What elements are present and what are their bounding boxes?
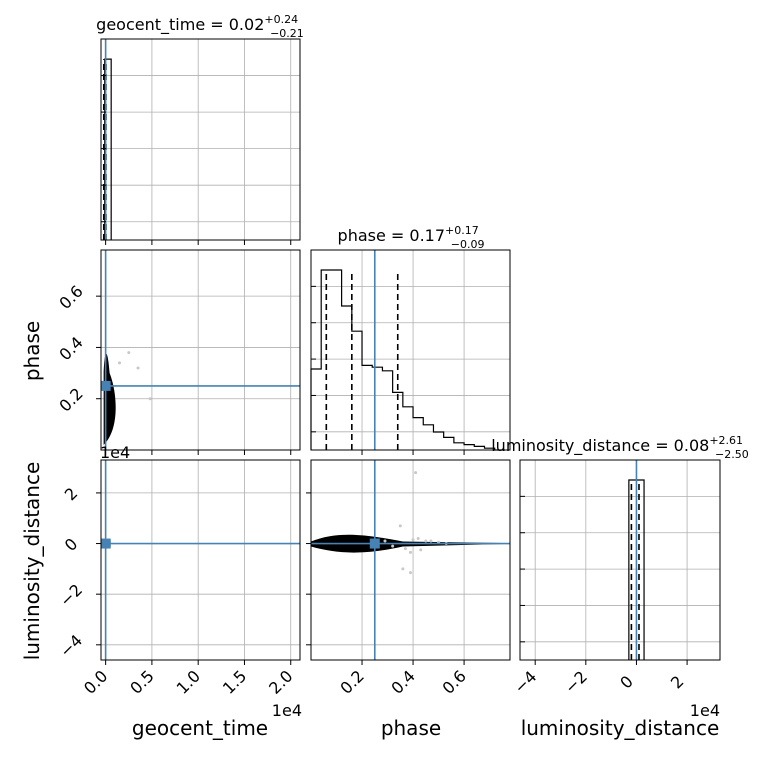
ytick-label-phase: 0.6: [55, 282, 86, 313]
grid-geocent_time-geocent_time: [101, 39, 300, 240]
xtick-label-luminosity_distance: −2: [561, 667, 591, 697]
xtick-label-geocent_time: 1.5: [219, 666, 250, 697]
sample-point: [419, 548, 423, 552]
sample-point: [391, 544, 395, 548]
offset-luminosity-distance-y: 1e4: [100, 443, 130, 462]
sample-point: [429, 539, 433, 543]
xlabel-geocent-time: geocent_time: [132, 716, 268, 740]
sample-point: [398, 524, 402, 528]
truth-marker-phase-geocent_time: [100, 380, 111, 391]
xtick-label-luminosity_distance: 0: [616, 672, 637, 693]
ytick-label-phase: 0.4: [55, 333, 86, 364]
panel-luminosity_distance-phase: [310, 459, 511, 661]
grid-phase-phase: [311, 250, 510, 450]
ytick-label-luminosity_distance: −2: [56, 580, 86, 610]
sample-point: [148, 397, 152, 401]
sample-point: [409, 550, 412, 554]
truth-marker-luminosity_distance-geocent_time: [100, 538, 111, 549]
histogram-phase: [310, 269, 505, 451]
title-luminosity-distance: luminosity_distance = 0.08+2.61 −2.50: [491, 434, 749, 461]
panel-phase-phase: [310, 249, 511, 451]
xtick-label-phase: 0.4: [387, 666, 418, 697]
xlabel-phase: phase: [381, 716, 441, 740]
ylabel-phase: phase: [20, 321, 44, 381]
sample-point: [383, 539, 387, 543]
sample-point: [401, 567, 405, 571]
title-phase: phase = 0.17+0.17 −0.09: [338, 224, 485, 251]
xtick-label-geocent_time: 0.0: [80, 666, 111, 697]
xtick-label-luminosity_distance: 2: [667, 672, 688, 693]
ylabel-luminosity-distance: luminosity_distance: [20, 462, 44, 661]
xtick-label-phase: 0.6: [438, 666, 469, 697]
grid-luminosity_distance-phase: [311, 460, 510, 660]
xlabel-luminosity-distance: luminosity_distance: [521, 716, 720, 740]
sample-point: [136, 366, 140, 370]
sample-point: [127, 351, 131, 355]
ytick-label-luminosity_distance: −4: [56, 631, 86, 661]
offset-geocent-time-x: 1e4: [272, 701, 302, 720]
ytick-label-luminosity_distance: 2: [61, 484, 82, 505]
histogram-geocent_time: [104, 58, 112, 240]
xtick-label-phase: 0.2: [336, 666, 367, 697]
offset-luminosity-distance-x: 1e4: [690, 701, 720, 720]
sample-point: [409, 571, 412, 575]
xtick-label-geocent_time: 1.0: [173, 666, 204, 697]
contour-phase-geocent-time: [103, 353, 116, 445]
grid-phase-geocent_time: [101, 250, 300, 450]
histogram-luminosity_distance: [628, 479, 645, 660]
panel-phase-geocent_time: [100, 249, 301, 451]
ytick-label-phase: 0.2: [55, 384, 86, 415]
grid-luminosity_distance-geocent_time: [101, 460, 300, 660]
sample-point: [403, 547, 407, 551]
title-geocent-time: geocent_time = 0.02+0.24 −0.21: [96, 13, 304, 40]
xtick-label-geocent_time: 0.5: [126, 666, 157, 697]
sample-point: [424, 539, 428, 543]
grid-luminosity_distance-luminosity_distance: [520, 460, 720, 660]
sample-point: [411, 538, 415, 542]
xtick-label-geocent_time: 2.0: [265, 666, 296, 697]
ytick-label-luminosity_distance: 0: [61, 534, 82, 555]
sample-point: [416, 536, 420, 540]
truth-marker-luminosity_distance-phase: [369, 538, 380, 549]
sample-point: [414, 471, 418, 475]
sample-point: [118, 361, 122, 365]
panel-luminosity_distance-geocent_time: [100, 459, 301, 661]
panel-geocent_time-geocent_time: [100, 38, 301, 241]
xtick-label-luminosity_distance: −4: [510, 667, 540, 697]
panel-luminosity_distance-luminosity_distance: [519, 459, 721, 661]
